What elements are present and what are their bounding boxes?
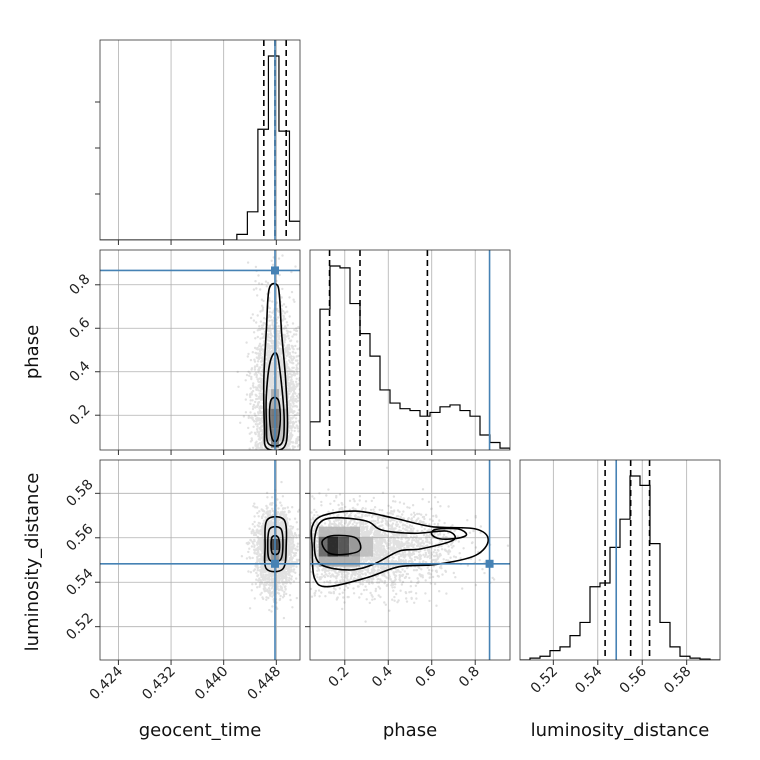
x-tick-label-luminosity-distance: 0.56 — [617, 663, 650, 696]
x-tick-label-phase: 0.8 — [456, 664, 483, 691]
x-axis-label-luminosity-distance: luminosity_distance — [531, 720, 710, 741]
y-tick-label-luminosity-distance: 0.52 — [63, 610, 96, 643]
x-tick-label-luminosity-distance: 0.54 — [572, 663, 605, 696]
density-cell — [349, 536, 360, 557]
panels: 0.52 0.54 0.56 0.580.20.40.60.80.424 0.432 0.… — [63, 39, 721, 704]
panel-background — [520, 460, 720, 660]
panel-border — [99, 459, 301, 661]
panel-border — [519, 459, 721, 661]
x-tick-label-geocent-time: 0.424 — [87, 663, 127, 703]
contour-line — [313, 516, 457, 571]
contour-line — [270, 534, 281, 556]
density-cell — [338, 536, 350, 557]
y-axis-label-luminosity-distance: luminosity_distance — [22, 473, 43, 652]
contour-line — [266, 525, 284, 563]
histogram-panel-geocent-time — [95, 39, 301, 245]
panel-content — [100, 250, 300, 450]
panel-border — [99, 39, 301, 241]
contour-line — [262, 282, 289, 450]
panel-content — [310, 460, 510, 660]
contour-line — [321, 534, 362, 556]
panel-content — [310, 250, 510, 450]
density-cell — [360, 536, 374, 557]
panel-border — [309, 459, 511, 661]
panel-border — [309, 249, 511, 451]
x-tick-label-phase: 0.2 — [326, 664, 353, 691]
truth-marker — [271, 559, 279, 568]
density-cell — [318, 526, 360, 537]
y-tick-label-phase: 0.4 — [66, 358, 93, 385]
y-tick-label-luminosity-distance: 0.56 — [63, 521, 96, 554]
contour-line — [430, 527, 468, 540]
histogram-panel-luminosity-distance: 0.52 0.54 0.56 0.58 — [519, 459, 721, 697]
density-cell — [278, 408, 287, 442]
scatter-panel-geocent-time-vs-luminosity-distance: 0.424 0.432 0.440 0.448 0.52 0.54 0.56 0.58 — [63, 459, 301, 704]
y-tick-label-phase: 0.8 — [66, 271, 93, 298]
panel-content — [100, 460, 300, 660]
x-axis-label-phase: phase — [383, 720, 437, 741]
panel-content — [100, 40, 300, 240]
x-tick-label-phase: 0.4 — [369, 663, 396, 690]
truth-marker — [271, 266, 279, 275]
y-tick-label-phase: 0.6 — [66, 315, 93, 342]
panel-border — [99, 249, 301, 451]
contour-line — [310, 510, 490, 588]
x-tick-label-geocent-time: 0.440 — [192, 664, 232, 704]
histogram-step-phase — [310, 265, 510, 450]
panel-content — [520, 460, 720, 660]
y-tick-label-phase: 0.2 — [66, 402, 93, 429]
x-tick-label-phase: 0.6 — [413, 663, 440, 690]
y-tick-label-luminosity-distance: 0.54 — [63, 565, 96, 598]
x-axis-label-geocent-time: geocent_time — [139, 720, 262, 741]
scatter-panel-geocent-time-vs-phase: 0.2 0.4 0.6 0.8 — [66, 249, 301, 455]
y-tick-label-luminosity-distance: 0.58 — [63, 477, 96, 510]
panel-background — [100, 40, 300, 240]
y-axis-label-phase: phase — [22, 325, 43, 379]
contour-line — [263, 515, 288, 573]
truth-marker — [485, 559, 494, 568]
density-cell — [318, 556, 360, 567]
x-tick-label-luminosity-distance: 0.58 — [661, 664, 694, 697]
histogram-step-geocent-time — [100, 55, 300, 240]
density-cell — [327, 536, 339, 557]
x-tick-label-luminosity-distance: 0.52 — [528, 664, 561, 697]
x-tick-label-geocent-time: 0.432 — [139, 664, 179, 704]
contour-line — [268, 396, 282, 443]
histogram-step-luminosity-distance — [520, 475, 720, 660]
x-tick-label-geocent-time: 0.448 — [244, 664, 284, 704]
contour-line — [265, 351, 286, 447]
axis-labels: geocent_time phase luminosity_distance p… — [22, 325, 709, 741]
histogram-panel-phase — [309, 249, 511, 455]
